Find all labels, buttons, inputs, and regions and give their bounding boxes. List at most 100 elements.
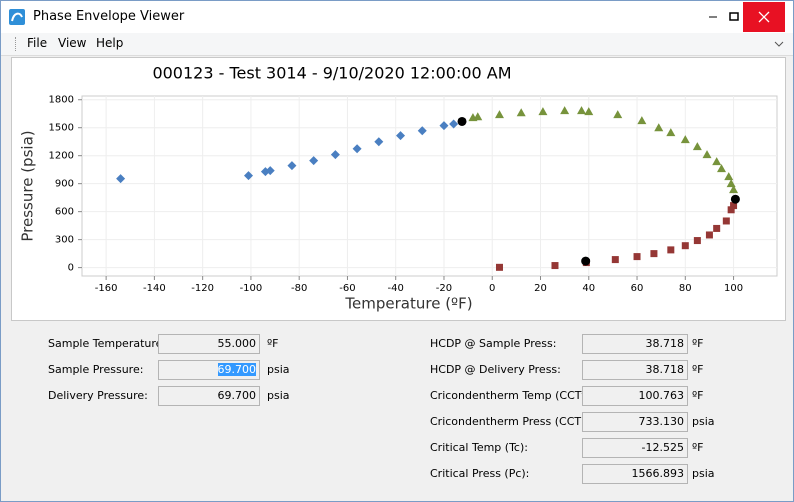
- triangle-marker: [712, 157, 722, 166]
- field-value: 69.700: [217, 389, 257, 402]
- triangle-marker: [560, 106, 570, 115]
- y-tick-label: 900: [55, 179, 74, 190]
- diamond-marker: [417, 126, 427, 136]
- menu-item[interactable]: Help: [96, 36, 124, 50]
- y-tick-label: 1800: [49, 95, 74, 106]
- triangle-marker: [702, 150, 712, 159]
- square-marker: [633, 253, 641, 261]
- menu-bar: File View Help: [1, 33, 793, 56]
- y-tick-label: 0: [68, 263, 74, 274]
- chart: 000123 - Test 3014 - 9/10/2020 12:00:00 …: [19, 64, 778, 313]
- point-marker: [457, 116, 467, 126]
- y-tick-label: 600: [55, 207, 74, 218]
- field-value: -12.525: [641, 441, 684, 454]
- diamond-marker: [244, 171, 254, 181]
- y-tick-label: 1500: [49, 123, 74, 134]
- window-title: Phase Envelope Viewer: [33, 9, 185, 24]
- diamond-marker: [374, 137, 384, 147]
- chart-title: 000123 - Test 3014 - 9/10/2020 12:00:00 …: [152, 64, 511, 83]
- triangle-marker: [516, 108, 526, 117]
- field-unit: ºF: [692, 337, 704, 350]
- y-axis-label: Pressure (psia): [19, 130, 37, 241]
- field-value: 55.000: [217, 337, 257, 350]
- plot-area: [81, 95, 778, 277]
- field-unit: psia: [692, 467, 715, 480]
- field-unit: ºF: [692, 389, 704, 402]
- y-tick-label: 300: [55, 235, 74, 246]
- text-box[interactable]: 38.718: [582, 360, 688, 380]
- text-box[interactable]: 69.700: [158, 386, 260, 406]
- diamond-marker: [260, 167, 270, 177]
- chart-panel: 000123 - Test 3014 - 9/10/2020 12:00:00 …: [11, 57, 786, 321]
- text-box[interactable]: 69.700: [158, 360, 260, 380]
- text-box[interactable]: -12.525: [582, 438, 688, 458]
- triangle-marker: [666, 128, 676, 137]
- square-marker: [611, 256, 619, 264]
- diamond-marker: [116, 174, 126, 184]
- menu-chevron[interactable]: [773, 39, 785, 49]
- diamond-marker: [449, 119, 459, 129]
- text-box[interactable]: 55.000: [158, 334, 260, 354]
- field-unit: ºF: [692, 363, 704, 376]
- x-tick-label: -20: [436, 283, 452, 294]
- menu-item[interactable]: File: [27, 36, 48, 50]
- x-tick-label: 20: [534, 283, 547, 294]
- field-unit: psia: [692, 415, 715, 428]
- menu-item[interactable]: View: [58, 36, 87, 50]
- x-tick-label: -100: [240, 283, 263, 294]
- x-tick-label: 80: [679, 283, 692, 294]
- x-tick-label: 0: [489, 283, 495, 294]
- triangle-marker: [729, 185, 739, 194]
- square-marker: [727, 206, 735, 214]
- triangle-marker: [473, 112, 483, 121]
- field-value: 1566.893: [631, 467, 685, 480]
- triangle-marker: [724, 172, 734, 181]
- point-marker: [581, 256, 591, 266]
- field-unit: psia: [267, 389, 290, 402]
- field-unit: ºF: [692, 441, 704, 454]
- square-marker: [681, 242, 689, 250]
- x-tick-label: -80: [291, 283, 307, 294]
- triangle-marker: [538, 107, 548, 116]
- field-value: 100.763: [638, 389, 685, 402]
- text-box[interactable]: 733.130: [582, 412, 688, 432]
- field-unit: psia: [267, 363, 290, 376]
- field-value: 38.718: [645, 363, 685, 376]
- diamond-marker: [330, 150, 340, 160]
- window-controls[interactable]: [691, 1, 793, 33]
- square-marker: [650, 250, 658, 258]
- x-tick-label: -160: [95, 283, 118, 294]
- triangle-marker: [692, 142, 702, 151]
- triangle-marker: [654, 123, 664, 132]
- field-label: Critical Temp (Tc):: [430, 441, 528, 454]
- field-label: HCDP @ Sample Press:: [430, 337, 557, 350]
- text-box[interactable]: 100.763: [582, 386, 688, 406]
- triangle-marker: [577, 106, 587, 115]
- x-tick-label: -140: [143, 283, 166, 294]
- y-tick-label: 1200: [49, 151, 74, 162]
- triangle-marker: [680, 135, 690, 144]
- x-tick-label: -120: [191, 283, 214, 294]
- text-box[interactable]: 1566.893: [582, 464, 688, 484]
- text-box[interactable]: 38.718: [582, 334, 688, 354]
- diamond-marker: [396, 131, 406, 141]
- square-marker: [730, 202, 738, 210]
- field-value: 69.700: [217, 363, 256, 376]
- triangle-marker: [494, 110, 504, 119]
- square-marker: [722, 217, 730, 225]
- triangle-marker: [613, 110, 623, 119]
- field-value: 38.718: [645, 337, 685, 350]
- diamond-marker: [439, 121, 449, 131]
- app-icon: [9, 9, 25, 25]
- field-label: Sample Temperature:: [48, 337, 167, 350]
- square-marker: [705, 231, 713, 239]
- field-label: Delivery Pressure:: [48, 389, 148, 402]
- x-tick-label: 60: [631, 283, 644, 294]
- field-label: Sample Pressure:: [48, 363, 144, 376]
- square-marker: [713, 224, 721, 232]
- triangle-marker: [726, 179, 736, 188]
- diamond-marker: [352, 144, 362, 154]
- triangle-marker: [584, 107, 594, 116]
- x-tick-label: -40: [388, 283, 404, 294]
